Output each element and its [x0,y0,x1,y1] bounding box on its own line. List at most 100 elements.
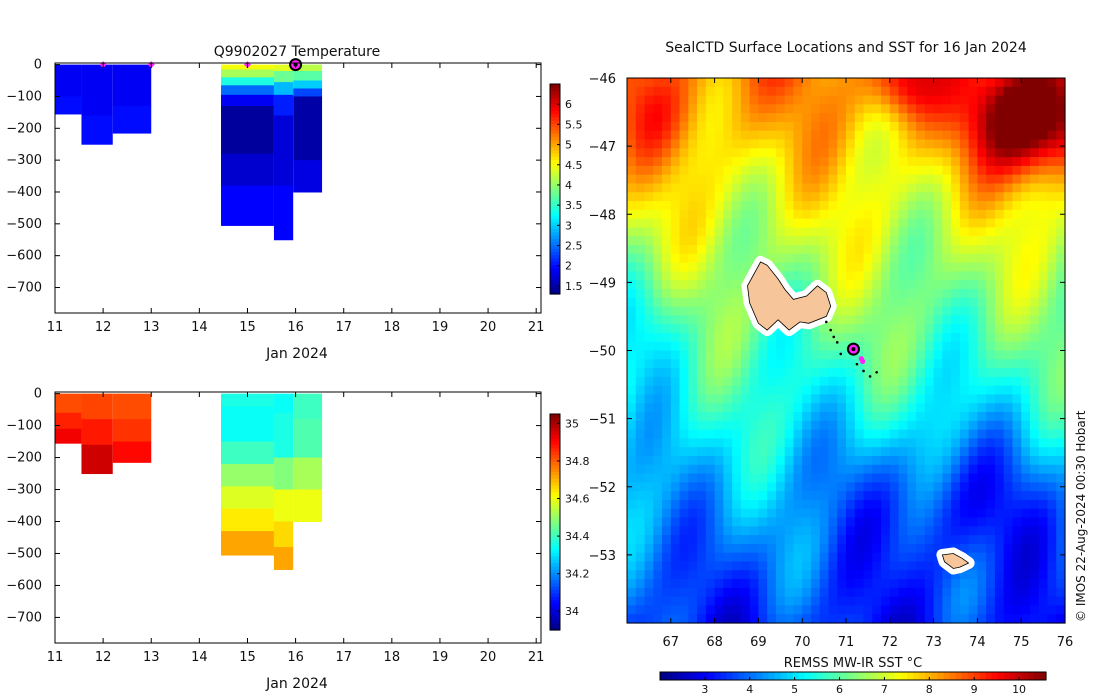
sst-cell-27-28 [863,324,873,334]
sst-cell-18-10 [784,165,795,176]
sst-cell-4-10 [662,165,672,176]
sst-cell-26-8 [854,148,865,158]
sst-cell-13-32 [740,359,751,369]
sst-cell-46-33 [1029,368,1040,378]
sst-cell-33-22 [916,271,926,281]
sst-cell-17-12 [775,183,786,193]
temperature-colorbar-step-2 [550,284,560,289]
sst-cell-22-1 [819,86,830,97]
sst-cell-20-42 [802,447,812,457]
sst-cell-23-10 [828,165,838,176]
sst-cell-32-54 [907,552,917,563]
sst-cell-35-16 [933,218,943,229]
sst-cell-14-39 [749,420,759,431]
sst-cell-0-54 [627,552,637,563]
sst-cell-23-49 [828,508,838,519]
sst-cell-41-30 [986,341,996,352]
salinity-cell-1-1 [81,419,113,446]
sst-cell-35-40 [933,429,943,440]
sst-cell-48-20 [1047,253,1057,264]
sst-cell-28-32 [872,359,882,369]
sst-cell-25-50 [846,517,856,527]
sst-cell-24-59 [837,596,847,607]
sst-cell-0-32 [627,359,637,369]
sst-cell-11-50 [723,517,733,527]
sst-cell-25-1 [846,86,856,97]
temperature-x-ticks: 11 12 13 14 15 16 17 18 19 20 21 [47,63,544,335]
sst-cell-2-0 [644,78,654,88]
sst-cell-0-52 [627,535,637,545]
sst-cell-40-29 [977,332,987,343]
sst-cell-27-51 [863,526,873,536]
sst-cell-27-13 [863,192,873,202]
sst-cell-43-33 [1003,368,1014,378]
sst-cell-46-56 [1029,570,1040,580]
salinity-ytick-label--700: −700 [6,610,42,625]
sst-cell-34-34 [924,376,935,387]
map-colorbar-step-26 [816,672,824,680]
sst-cell-2-10 [644,165,654,176]
sst-cell-35-45 [933,473,943,483]
sst-cell-22-61 [819,614,830,624]
sst-cell-29-4 [881,113,891,123]
sst-cell-20-15 [802,209,812,220]
sst-cell-14-49 [749,508,759,519]
sst-cell-38-42 [959,447,970,457]
sst-cell-16-33 [767,368,777,378]
sst-cell-28-13 [872,192,882,202]
sst-cell-32-48 [907,499,917,510]
sst-cell-40-50 [977,517,987,527]
sst-cell-30-22 [889,271,900,281]
sst-cell-11-17 [723,227,733,237]
sst-cell-30-44 [889,464,900,475]
sst-cell-10-29 [714,332,724,343]
sst-cell-10-48 [714,499,724,510]
salinity-colorbar-step-39 [550,495,560,499]
sst-cell-24-27 [837,315,847,325]
sst-cell-49-12 [1056,183,1066,193]
temperature-xtick-label-17: 17 [335,320,352,335]
sst-cell-4-34 [662,376,672,387]
sst-cell-6-38 [679,412,689,422]
map-colorbar-step-45 [931,672,939,680]
sst-cell-19-54 [793,552,803,563]
sst-cell-42-60 [994,605,1005,615]
temperature-colorbar-step-24 [550,211,560,216]
sst-cell-14-9 [749,157,759,167]
sst-cell-40-0 [977,78,987,88]
sst-cell-14-28 [749,324,759,334]
sst-cell-32-19 [907,245,917,255]
sst-cell-8-41 [697,438,707,448]
salinity-cell-4-0 [273,393,294,414]
temperature-cell-4-4 [273,115,294,187]
sst-cell-35-9 [933,157,943,167]
island-kerguelen [747,261,832,331]
sst-cell-7-41 [688,438,698,448]
sst-cell-5-45 [670,473,681,483]
sst-cell-14-34 [749,376,759,387]
sst-cell-44-2 [1012,95,1022,105]
map-colorbar-step-62 [1033,672,1041,680]
sst-cell-45-32 [1021,359,1031,369]
sst-cell-32-44 [907,464,917,475]
sst-cell-41-40 [986,429,996,440]
sst-cell-41-13 [986,192,996,202]
sst-cell-45-58 [1021,587,1031,598]
salinity-colorbar-step-53 [550,447,560,452]
sst-cell-40-13 [977,192,987,202]
sst-cell-16-61 [767,614,777,624]
sst-cell-32-25 [907,297,917,308]
map-colorbar-label-10: 10 [1012,683,1026,696]
sst-cell-6-47 [679,491,689,501]
sst-cell-22-59 [819,596,830,607]
sst-cell-20-49 [802,508,812,519]
map-colorbar-label-9: 9 [971,683,978,696]
sst-cell-1-27 [635,315,646,325]
sst-cell-43-38 [1003,412,1014,422]
sst-cell-29-45 [881,473,891,483]
temperature-colorbar-frame [549,83,561,295]
sst-cell-10-43 [714,455,724,466]
sst-cell-11-1 [723,86,733,97]
sst-cell-43-40 [1003,429,1014,440]
sst-cell-37-24 [951,288,961,299]
